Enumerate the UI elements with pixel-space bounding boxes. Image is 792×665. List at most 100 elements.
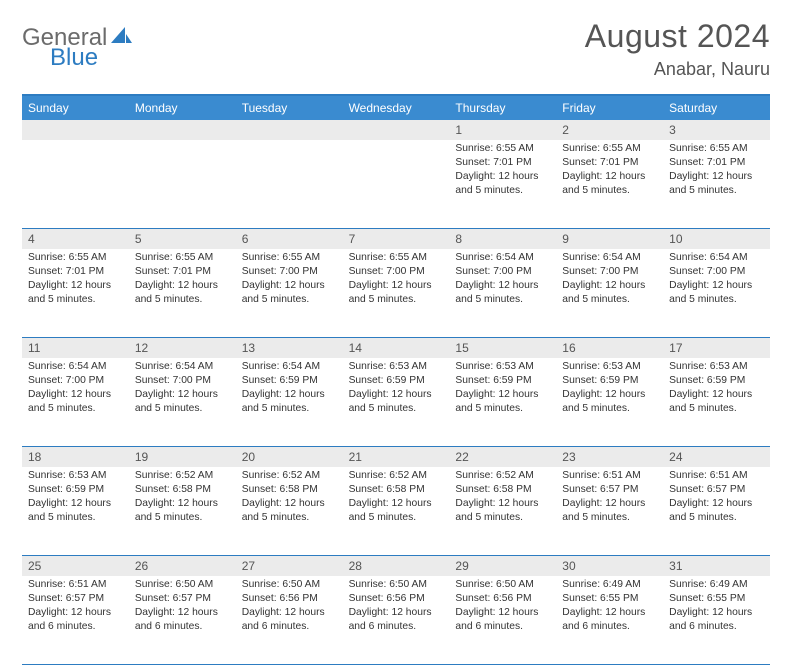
calendar: SundayMondayTuesdayWednesdayThursdayFrid… [22, 94, 770, 665]
day-number: 29 [449, 556, 556, 576]
day-info: Sunrise: 6:50 AMSunset: 6:57 PMDaylight:… [133, 576, 232, 634]
day-number: 1 [449, 120, 556, 140]
day-number: 26 [129, 556, 236, 576]
day-number [129, 120, 236, 140]
day-cell: Sunrise: 6:55 AMSunset: 7:01 PMDaylight:… [556, 140, 663, 228]
weekday-thursday: Thursday [449, 96, 556, 120]
day-number: 6 [236, 229, 343, 249]
week-row: Sunrise: 6:55 AMSunset: 7:01 PMDaylight:… [22, 249, 770, 338]
day-info: Sunrise: 6:52 AMSunset: 6:58 PMDaylight:… [453, 467, 552, 525]
day-cell: Sunrise: 6:53 AMSunset: 6:59 PMDaylight:… [22, 467, 129, 555]
day-number: 15 [449, 338, 556, 358]
weekday-tuesday: Tuesday [236, 96, 343, 120]
day-cell: Sunrise: 6:53 AMSunset: 6:59 PMDaylight:… [556, 358, 663, 446]
day-info: Sunrise: 6:51 AMSunset: 6:57 PMDaylight:… [667, 467, 766, 525]
day-info: Sunrise: 6:50 AMSunset: 6:56 PMDaylight:… [240, 576, 339, 634]
day-number: 30 [556, 556, 663, 576]
day-number [236, 120, 343, 140]
daynum-strip: 45678910 [22, 229, 770, 249]
day-cell: Sunrise: 6:52 AMSunset: 6:58 PMDaylight:… [236, 467, 343, 555]
day-number: 22 [449, 447, 556, 467]
day-info: Sunrise: 6:50 AMSunset: 6:56 PMDaylight:… [347, 576, 446, 634]
day-info: Sunrise: 6:55 AMSunset: 7:00 PMDaylight:… [240, 249, 339, 307]
location: Anabar, Nauru [585, 59, 770, 80]
weekday-saturday: Saturday [663, 96, 770, 120]
day-info: Sunrise: 6:52 AMSunset: 6:58 PMDaylight:… [240, 467, 339, 525]
day-number: 2 [556, 120, 663, 140]
day-info: Sunrise: 6:54 AMSunset: 6:59 PMDaylight:… [240, 358, 339, 416]
day-number: 25 [22, 556, 129, 576]
day-cell [129, 140, 236, 228]
day-number [343, 120, 450, 140]
day-info: Sunrise: 6:53 AMSunset: 6:59 PMDaylight:… [560, 358, 659, 416]
weekday-sunday: Sunday [22, 96, 129, 120]
day-number [22, 120, 129, 140]
daynum-strip: 18192021222324 [22, 447, 770, 467]
day-cell: Sunrise: 6:50 AMSunset: 6:57 PMDaylight:… [129, 576, 236, 664]
day-info: Sunrise: 6:55 AMSunset: 7:01 PMDaylight:… [133, 249, 232, 307]
weekday-friday: Friday [556, 96, 663, 120]
day-cell: Sunrise: 6:51 AMSunset: 6:57 PMDaylight:… [556, 467, 663, 555]
day-number: 28 [343, 556, 450, 576]
day-number: 20 [236, 447, 343, 467]
day-cell [22, 140, 129, 228]
day-cell [236, 140, 343, 228]
day-number: 11 [22, 338, 129, 358]
logo-sail-icon [111, 25, 133, 50]
day-cell: Sunrise: 6:55 AMSunset: 7:00 PMDaylight:… [236, 249, 343, 337]
day-cell: Sunrise: 6:49 AMSunset: 6:55 PMDaylight:… [556, 576, 663, 664]
day-cell: Sunrise: 6:54 AMSunset: 6:59 PMDaylight:… [236, 358, 343, 446]
week-row: Sunrise: 6:51 AMSunset: 6:57 PMDaylight:… [22, 576, 770, 665]
day-number: 27 [236, 556, 343, 576]
day-number: 24 [663, 447, 770, 467]
day-number: 3 [663, 120, 770, 140]
day-cell [343, 140, 450, 228]
day-cell: Sunrise: 6:55 AMSunset: 7:01 PMDaylight:… [663, 140, 770, 228]
day-number: 8 [449, 229, 556, 249]
week-row: Sunrise: 6:53 AMSunset: 6:59 PMDaylight:… [22, 467, 770, 556]
weekday-header: SundayMondayTuesdayWednesdayThursdayFrid… [22, 96, 770, 120]
day-info: Sunrise: 6:52 AMSunset: 6:58 PMDaylight:… [133, 467, 232, 525]
day-info: Sunrise: 6:54 AMSunset: 7:00 PMDaylight:… [667, 249, 766, 307]
day-cell: Sunrise: 6:50 AMSunset: 6:56 PMDaylight:… [236, 576, 343, 664]
daynum-strip: 123 [22, 120, 770, 140]
day-info: Sunrise: 6:54 AMSunset: 7:00 PMDaylight:… [453, 249, 552, 307]
day-info: Sunrise: 6:51 AMSunset: 6:57 PMDaylight:… [560, 467, 659, 525]
day-cell: Sunrise: 6:50 AMSunset: 6:56 PMDaylight:… [449, 576, 556, 664]
day-cell: Sunrise: 6:50 AMSunset: 6:56 PMDaylight:… [343, 576, 450, 664]
day-info: Sunrise: 6:50 AMSunset: 6:56 PMDaylight:… [453, 576, 552, 634]
day-number: 12 [129, 338, 236, 358]
day-info: Sunrise: 6:54 AMSunset: 7:00 PMDaylight:… [26, 358, 125, 416]
day-number: 9 [556, 229, 663, 249]
daynum-strip: 25262728293031 [22, 556, 770, 576]
day-info: Sunrise: 6:49 AMSunset: 6:55 PMDaylight:… [667, 576, 766, 634]
day-number: 10 [663, 229, 770, 249]
day-info: Sunrise: 6:53 AMSunset: 6:59 PMDaylight:… [453, 358, 552, 416]
week-row: Sunrise: 6:54 AMSunset: 7:00 PMDaylight:… [22, 358, 770, 447]
weekday-monday: Monday [129, 96, 236, 120]
day-cell: Sunrise: 6:54 AMSunset: 7:00 PMDaylight:… [129, 358, 236, 446]
day-number: 19 [129, 447, 236, 467]
day-cell: Sunrise: 6:52 AMSunset: 6:58 PMDaylight:… [343, 467, 450, 555]
day-info: Sunrise: 6:55 AMSunset: 7:00 PMDaylight:… [347, 249, 446, 307]
day-cell: Sunrise: 6:55 AMSunset: 7:01 PMDaylight:… [22, 249, 129, 337]
day-cell: Sunrise: 6:52 AMSunset: 6:58 PMDaylight:… [129, 467, 236, 555]
day-cell: Sunrise: 6:54 AMSunset: 7:00 PMDaylight:… [556, 249, 663, 337]
month-title: August 2024 [585, 18, 770, 55]
day-number: 21 [343, 447, 450, 467]
day-cell: Sunrise: 6:54 AMSunset: 7:00 PMDaylight:… [449, 249, 556, 337]
header: General August 2024 Anabar, Nauru [22, 18, 770, 80]
weekday-wednesday: Wednesday [343, 96, 450, 120]
day-number: 7 [343, 229, 450, 249]
day-cell: Sunrise: 6:53 AMSunset: 6:59 PMDaylight:… [449, 358, 556, 446]
day-info: Sunrise: 6:53 AMSunset: 6:59 PMDaylight:… [26, 467, 125, 525]
day-info: Sunrise: 6:49 AMSunset: 6:55 PMDaylight:… [560, 576, 659, 634]
day-info: Sunrise: 6:55 AMSunset: 7:01 PMDaylight:… [560, 140, 659, 198]
day-number: 18 [22, 447, 129, 467]
logo-text-blue: Blue [50, 44, 98, 71]
day-cell: Sunrise: 6:51 AMSunset: 6:57 PMDaylight:… [663, 467, 770, 555]
day-cell: Sunrise: 6:54 AMSunset: 7:00 PMDaylight:… [663, 249, 770, 337]
day-info: Sunrise: 6:54 AMSunset: 7:00 PMDaylight:… [133, 358, 232, 416]
day-info: Sunrise: 6:53 AMSunset: 6:59 PMDaylight:… [667, 358, 766, 416]
day-number: 31 [663, 556, 770, 576]
